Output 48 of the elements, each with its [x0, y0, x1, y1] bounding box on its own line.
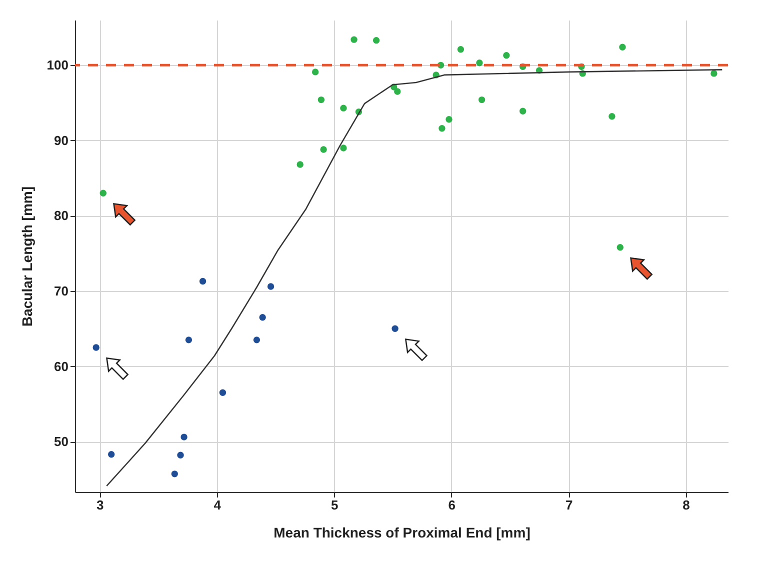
point	[446, 116, 452, 123]
y-tick-label: 80	[54, 208, 68, 224]
point	[259, 314, 266, 321]
point	[171, 470, 178, 478]
point	[185, 336, 192, 344]
point	[199, 278, 206, 285]
point	[476, 60, 483, 66]
point	[219, 389, 226, 396]
y-tick-label: 70	[54, 284, 68, 299]
x-axis-title: Mean Thickness of Proximal End [mm]	[274, 524, 530, 540]
x-tick-label: 3	[96, 498, 104, 512]
point	[372, 36, 380, 44]
point	[180, 434, 188, 440]
y-axis-title: Bacular Length [mm]	[18, 186, 35, 327]
point	[296, 161, 304, 168]
point	[619, 44, 626, 50]
point	[457, 46, 464, 53]
point	[710, 70, 718, 77]
point	[177, 452, 184, 458]
y-tick-label: 90	[54, 132, 68, 148]
point	[350, 36, 358, 43]
y-tick-label: 50	[54, 434, 68, 450]
y-tick-label: 60	[54, 358, 68, 374]
point	[340, 104, 347, 112]
point	[100, 190, 106, 196]
line-series	[106, 69, 723, 487]
point	[503, 52, 510, 59]
x-tick-label: 8	[682, 498, 690, 512]
point	[394, 88, 401, 95]
point	[253, 336, 260, 344]
x-tick-label: 6	[448, 498, 456, 512]
point	[108, 451, 115, 458]
point	[392, 325, 398, 332]
point	[519, 108, 526, 114]
point	[608, 113, 616, 120]
point	[318, 96, 325, 104]
x-tick-label: 5	[330, 498, 338, 512]
x-tick-label: 4	[214, 498, 222, 512]
y-tick-label: 100	[46, 58, 68, 73]
point	[340, 144, 347, 152]
point	[438, 125, 446, 132]
point	[616, 244, 624, 251]
point	[312, 68, 319, 76]
point	[92, 344, 100, 351]
point	[478, 96, 486, 104]
x-tick-label: 7	[565, 498, 573, 512]
point	[320, 146, 327, 153]
point	[267, 283, 274, 290]
